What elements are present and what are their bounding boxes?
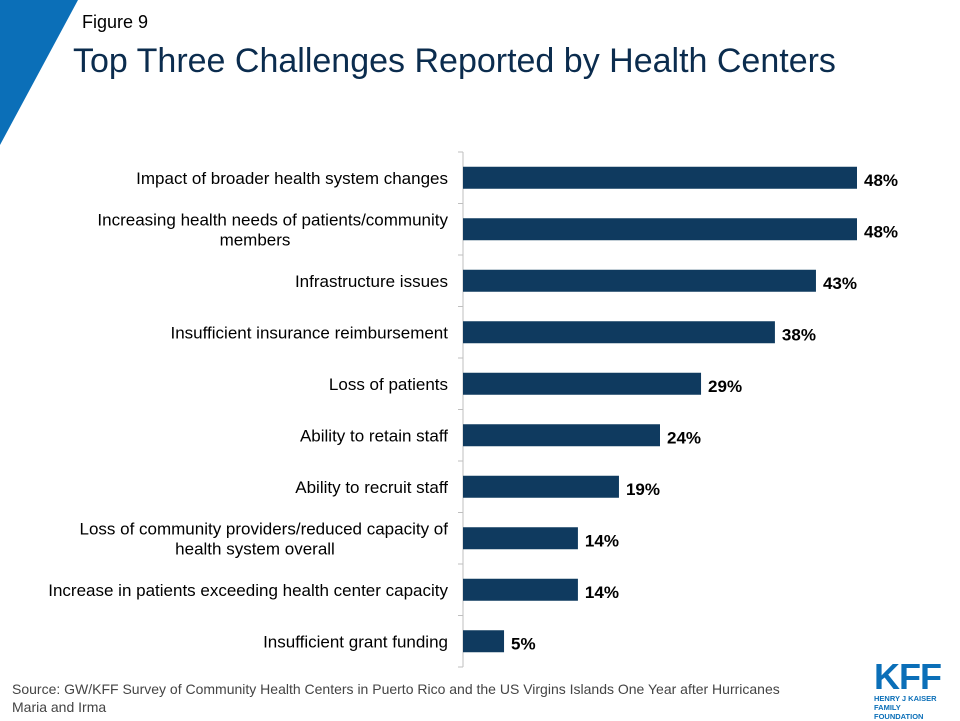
- value-label: 5%: [511, 634, 536, 653]
- value-label: 14%: [585, 583, 619, 602]
- category-label: Loss of community providers/reduced capa…: [79, 519, 448, 538]
- value-label: 38%: [782, 325, 816, 344]
- corner-decoration: [0, 0, 78, 145]
- category-label: Ability to retain staff: [300, 426, 448, 445]
- value-label: 43%: [823, 274, 857, 293]
- logo-line-2: FAMILY FOUNDATION: [874, 703, 924, 721]
- value-label: 48%: [864, 171, 898, 190]
- logo-mark: KFF: [874, 656, 942, 697]
- category-label: Infrastructure issues: [295, 272, 448, 291]
- figure-label: Figure 9: [82, 12, 149, 32]
- category-label: Impact of broader health system changes: [136, 169, 448, 188]
- value-label: 29%: [708, 377, 742, 396]
- category-label: members: [220, 230, 291, 249]
- value-label: 19%: [626, 480, 660, 499]
- value-label: 24%: [667, 428, 701, 447]
- category-label: Increase in patients exceeding health ce…: [48, 581, 448, 600]
- bar: [463, 475, 619, 498]
- bar: [463, 578, 578, 601]
- category-label: Insufficient insurance reimbursement: [171, 323, 449, 342]
- logo-subtitle: HENRY J KAISER FAMILY FOUNDATION: [874, 694, 948, 721]
- chart-title: Top Three Challenges Reported by Health …: [73, 42, 836, 80]
- category-label: health system overall: [175, 539, 335, 558]
- category-label: Insufficient grant funding: [263, 632, 448, 651]
- bar: [463, 166, 857, 189]
- logo-line-1: HENRY J KAISER: [874, 694, 937, 703]
- bar: [463, 630, 505, 653]
- bar: [463, 269, 816, 292]
- category-label: Loss of patients: [329, 375, 448, 394]
- value-label: 14%: [585, 531, 619, 550]
- bar: [463, 321, 775, 344]
- category-label: Increasing health needs of patients/comm…: [97, 210, 448, 229]
- kff-logo: KFF HENRY J KAISER FAMILY FOUNDATION: [874, 656, 948, 721]
- source-note: Source: GW/KFF Survey of Community Healt…: [12, 681, 780, 715]
- category-label: Ability to recruit staff: [295, 478, 448, 497]
- bar: [463, 372, 702, 395]
- value-label: 48%: [864, 222, 898, 241]
- bar: [463, 424, 660, 447]
- bar: [463, 527, 578, 550]
- bar: [463, 218, 857, 241]
